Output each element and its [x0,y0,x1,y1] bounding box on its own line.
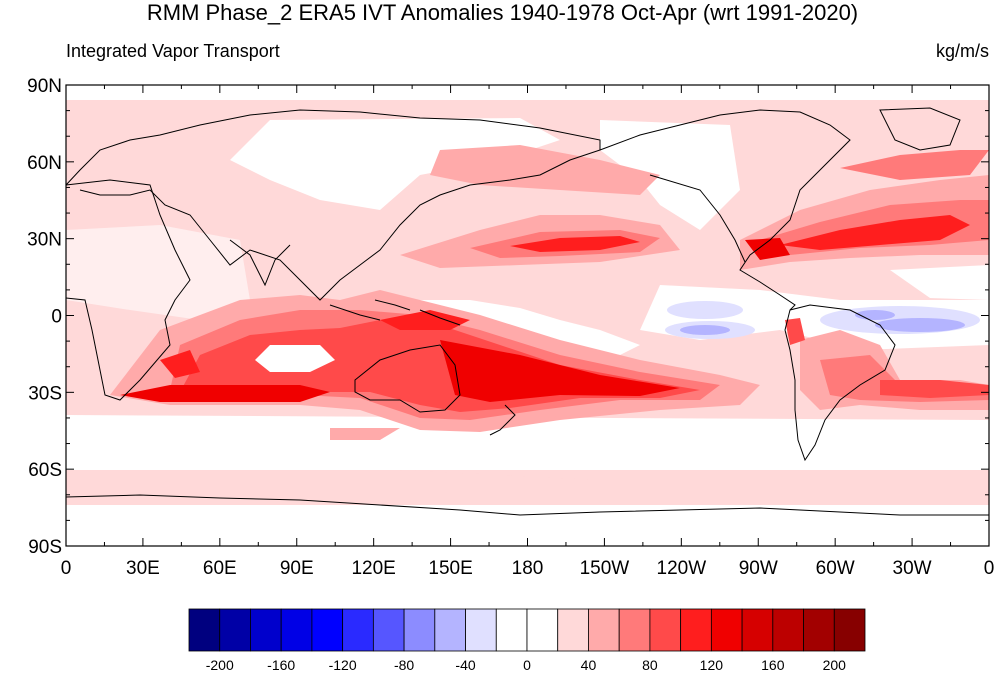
colorbar-box [649,608,682,652]
colorbar-label: -120 [329,657,357,673]
x-tick-label: 120W [657,558,707,579]
x-tick-label: 90W [739,558,778,579]
colorbar-box [250,608,282,652]
colorbar-box [741,608,774,652]
colorbar: -200 -160 -120 -80 -40 0 40 80 120 160 200 [188,608,866,673]
colorbar-box [526,608,559,652]
x-tick-label: 60W [816,558,855,579]
colorbar-box [803,608,835,652]
colorbar-box [557,608,589,652]
x-tick-label: 30E [126,558,160,579]
x-tick-label: 0 [984,558,995,579]
colorbar-box [403,608,436,652]
colorbar-box [680,608,712,652]
y-tick-label: 60N [27,153,62,174]
variable-label: Integrated Vapor Transport [66,41,280,61]
units-label: kg/m/s [935,41,989,61]
colorbar-label: -40 [455,657,475,673]
x-tick-label: 30W [893,558,932,579]
x-tick-label: 180 [512,558,544,579]
colorbar-box [280,608,313,652]
colorbar-box [372,608,405,652]
colorbar-box [495,608,528,652]
colorbar-label: -80 [394,657,414,673]
colorbar-label: 40 [581,657,597,673]
colorbar-box [833,608,866,652]
y-tick-label: 60S [28,460,62,481]
colorbar-box [342,608,374,652]
colorbar-box [219,608,251,652]
x-tick-label: 150E [428,558,472,579]
colorbar-box [710,608,743,652]
colorbar-label: 0 [523,657,531,673]
x-tick-label: 90E [280,558,314,579]
x-tick-label: 0 [61,558,72,579]
x-tick-label: 60E [203,558,237,579]
y-tick-label: 90S [28,537,62,558]
x-tick-label: 150W [580,558,630,579]
y-tick-label: 0 [51,307,62,328]
colorbar-label: 80 [642,657,658,673]
y-tick-label: 30N [27,230,62,251]
map-title: RMM Phase_2 ERA5 IVT Anomalies 1940-1978… [146,0,859,25]
y-axis: 90N 60N 30N 0 30S 60S 90S [27,76,989,558]
y-tick-label: 90N [27,76,62,97]
colorbar-box [465,608,497,652]
colorbar-box [434,608,466,652]
colorbar-box [311,608,344,652]
x-tick-label: 120E [351,558,395,579]
colorbar-label: 120 [700,657,724,673]
colorbar-box [772,608,804,652]
colorbar-box [618,608,651,652]
colorbar-label: 200 [823,657,847,673]
coastlines [66,107,989,516]
y-tick-label: 30S [28,383,62,404]
colorbar-box [188,608,221,652]
colorbar-label: -200 [206,657,234,673]
colorbar-label: 160 [761,657,785,673]
x-axis: 0 30E 60E 90E 120E 150E 180 150W 120W 90W 60W 30W 0 [61,85,995,579]
colorbar-box [588,608,620,652]
colorbar-label: -160 [267,657,295,673]
anomaly-field [66,100,989,546]
